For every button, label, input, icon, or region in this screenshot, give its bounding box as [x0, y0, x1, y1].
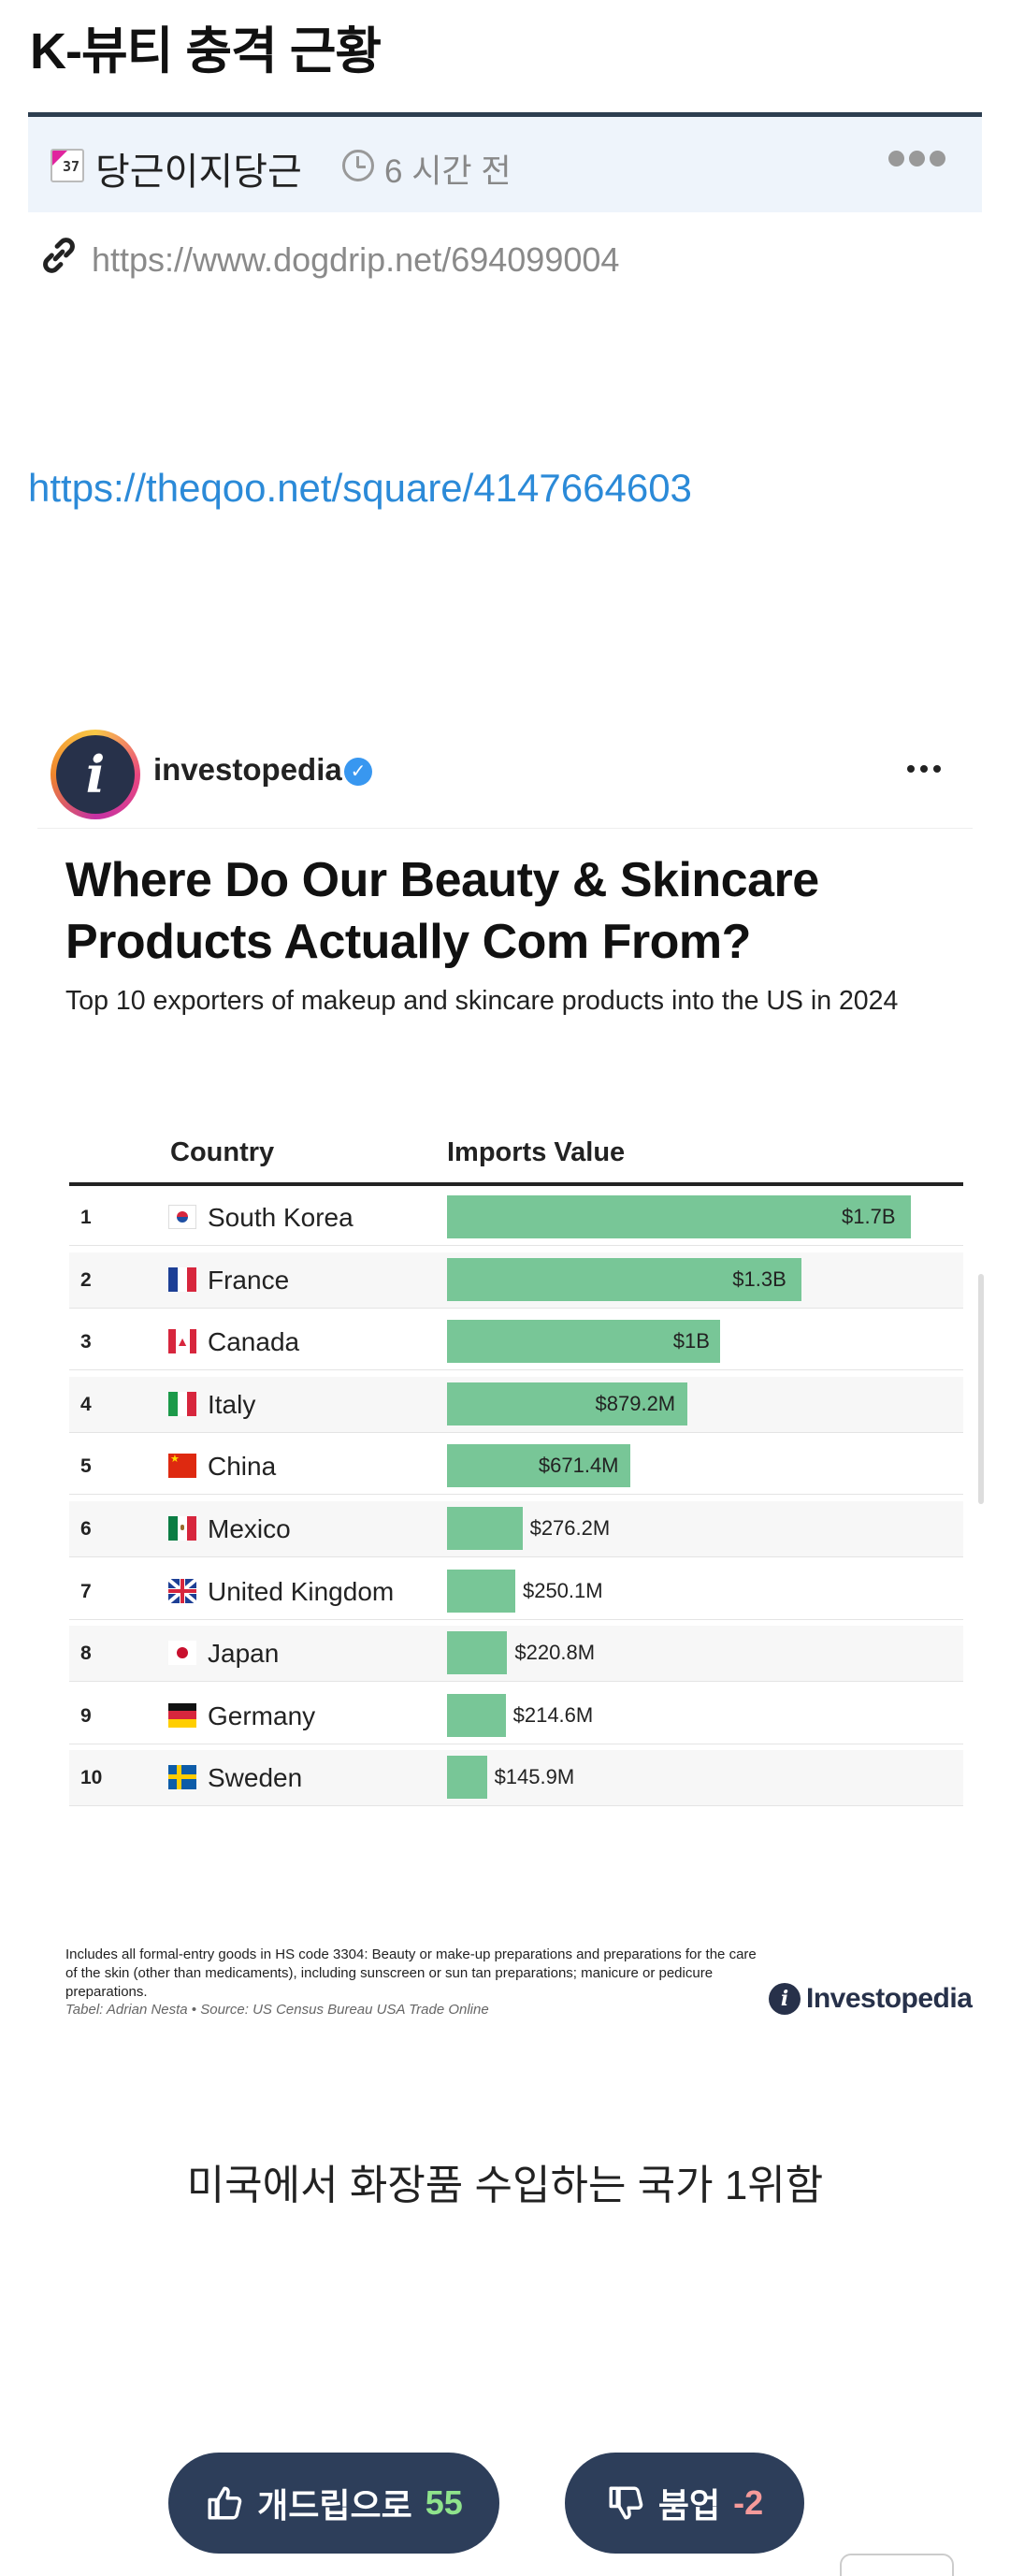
value-label: $145.9M: [494, 1765, 575, 1789]
country-label: Sweden: [208, 1763, 303, 1793]
value-label: $276.2M: [529, 1516, 611, 1540]
thumbs-down-icon: [609, 2486, 643, 2520]
column-header-imports: Imports Value: [447, 1137, 626, 1167]
source-link[interactable]: https://www.dogdrip.net/694099004: [92, 240, 620, 279]
thumbs-up-icon: [208, 2486, 242, 2520]
floating-button[interactable]: [840, 2554, 954, 2576]
upvote-label: 개드립으로: [257, 2486, 412, 2525]
verified-badge-icon: ✓: [344, 758, 372, 786]
avatar: i: [50, 730, 140, 819]
flag-italy-icon: [168, 1391, 196, 1416]
table-row: 6 Mexico $276.2M: [69, 1501, 963, 1557]
post-meta-bar: 37 당근이지당근 6 시간 전: [28, 117, 982, 212]
author-level-icon: 37: [50, 149, 84, 182]
value-label: $1.3B: [732, 1266, 786, 1291]
bar: [447, 1320, 720, 1364]
table-row: 4 Italy $879.2M: [69, 1376, 963, 1433]
upvote-button[interactable]: 개드립으로 55: [168, 2453, 499, 2554]
table-row: 7 United Kingdom $250.1M: [69, 1564, 963, 1620]
country-label: Germany: [208, 1700, 316, 1730]
table-row: 5 ★ China $671.4M: [69, 1439, 963, 1496]
post-caption: 미국에서 화장품 수입하는 국가 1위함: [186, 2163, 824, 2208]
table-header-rule: [69, 1182, 963, 1186]
country-label: South Korea: [208, 1203, 354, 1232]
country-label: United Kingdom: [208, 1576, 395, 1606]
value-label: $879.2M: [595, 1391, 676, 1415]
column-header-country: Country: [170, 1137, 275, 1167]
brand-icon: i: [769, 1983, 801, 2015]
bar: [447, 1631, 508, 1675]
upvote-count: 55: [425, 2483, 463, 2522]
rank-label: 7: [80, 1580, 92, 1602]
downvote-label: 붐업: [657, 2486, 721, 2525]
rank-label: 6: [80, 1518, 92, 1540]
title-divider: [28, 112, 982, 117]
rank-label: 9: [80, 1704, 92, 1727]
embed-account-name: investopedia: [153, 752, 342, 787]
country-label: Canada: [208, 1327, 300, 1357]
flag-united-kingdom-icon: [168, 1578, 196, 1603]
rank-label: 1: [80, 1207, 92, 1228]
country-label: Italy: [208, 1389, 256, 1419]
country-label: China: [208, 1452, 277, 1482]
downvote-button[interactable]: 붐업 -2: [565, 2453, 804, 2554]
flag-france-icon: [168, 1266, 196, 1292]
chart-footnote: Includes all formal-entry goods in HS co…: [65, 1946, 757, 2000]
brand-logo: i Investopedia: [769, 1983, 973, 2015]
bar: [447, 1444, 630, 1488]
value-label: $1.7B: [842, 1205, 896, 1228]
body-link[interactable]: https://theqoo.net/square/4147664603: [28, 466, 692, 510]
bar: [447, 1195, 911, 1238]
flag-sweden-icon: [168, 1765, 196, 1790]
value-label: $214.6M: [512, 1702, 594, 1727]
post-title: K-뷰티 충격 근황: [30, 23, 382, 80]
value-label: $250.1M: [522, 1578, 603, 1602]
clock-icon: [342, 150, 374, 181]
country-label: Mexico: [208, 1514, 291, 1543]
rank-label: 2: [80, 1268, 92, 1291]
author-name[interactable]: 당근이지당근: [95, 152, 302, 193]
flag-japan-icon: [168, 1641, 196, 1666]
country-label: France: [208, 1265, 290, 1295]
bar: [447, 1693, 506, 1737]
rank-label: 3: [80, 1331, 92, 1353]
chart-source: Tabel: Adrian Nesta • Source: US Census …: [65, 2002, 489, 2018]
embed-header: i investopedia ✓: [37, 718, 973, 829]
flag-south-korea-icon: [168, 1205, 196, 1229]
embed-more-icon: [907, 765, 941, 773]
table-row: 3 ▲ Canada $1B: [69, 1314, 963, 1371]
bar: [447, 1569, 515, 1613]
page-scrollbar[interactable]: [978, 1274, 984, 1504]
flag-china-icon: ★: [168, 1454, 196, 1479]
value-label: $220.8M: [514, 1641, 596, 1665]
table-row: 2 France $1.3B: [69, 1252, 963, 1309]
rank-label: 10: [80, 1767, 103, 1789]
bar: [447, 1756, 487, 1800]
rank-label: 4: [80, 1393, 92, 1415]
rank-label: 8: [80, 1643, 92, 1665]
downvote-count: -2: [733, 2483, 764, 2522]
flag-canada-icon: ▲: [168, 1329, 196, 1354]
link-icon: [43, 238, 75, 273]
chart-title: Where Do Our Beauty & Skincare Products …: [65, 853, 819, 969]
country-label: Japan: [208, 1639, 280, 1669]
table-row: 9 Germany $214.6M: [69, 1688, 963, 1744]
more-options-icon[interactable]: [888, 151, 945, 166]
flag-mexico-icon: [168, 1516, 196, 1541]
table-row: 10 Sweden $145.9M: [69, 1750, 963, 1807]
flag-germany-icon: [168, 1702, 196, 1728]
value-label: $671.4M: [538, 1454, 619, 1478]
value-label: $1B: [672, 1329, 710, 1353]
post-time: 6 시간 전: [384, 153, 512, 190]
bar: [447, 1382, 687, 1425]
table-row: 1 South Korea $1.7B: [69, 1190, 963, 1246]
chart-subtitle: Top 10 exporters of makeup and skincare …: [65, 986, 899, 1016]
bar: [447, 1507, 523, 1550]
brand-name: Investopedia: [806, 1983, 973, 2014]
embedded-image: i investopedia ✓ Where Do Our Beauty & S…: [37, 718, 973, 2018]
table-row: 8 Japan $220.8M: [69, 1626, 963, 1683]
bar: [447, 1257, 802, 1301]
rank-label: 5: [80, 1455, 92, 1478]
